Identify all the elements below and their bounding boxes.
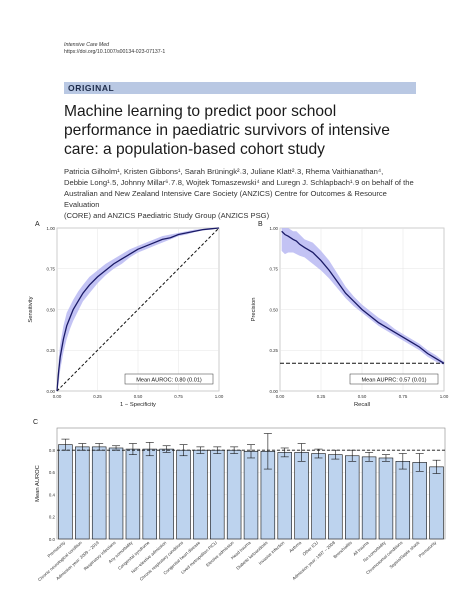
bar xyxy=(277,452,292,540)
journal-name: Intensive Care Med xyxy=(64,42,109,48)
annotation-text: Mean AUPRC: 0.57 (0.01) xyxy=(362,377,427,383)
annotation-text: Mean AUROC: 0.80 (0.01) xyxy=(136,377,202,383)
bar xyxy=(378,457,394,540)
x-tick-label: 0.00 xyxy=(276,394,285,399)
x-tick-label: 0.50 xyxy=(134,394,143,399)
authors-line-4: (CORE) and ANZICS Paediatric Study Group… xyxy=(64,211,270,220)
bar xyxy=(58,444,73,540)
x-tick-label: Asthma xyxy=(288,540,303,554)
y-tick-label: 1.00 xyxy=(269,226,278,231)
y-tick-label: 0.0 xyxy=(49,537,56,542)
panel-label: C xyxy=(33,419,38,426)
y-tick-label: 0.25 xyxy=(46,348,55,353)
panel-a-roc: A 0.00 0.25 0.50 0.75 1.00 0.00 0.25 0.50 0.75 1.0… xyxy=(28,221,224,408)
journal-header: Intensive Care Med https://doi.org/10.10… xyxy=(64,42,165,56)
x-tick-label: 0.50 xyxy=(358,394,367,399)
authors-line-1: Patricia Gilholm¹, Kristen Gibbons¹, Sar… xyxy=(64,167,384,176)
x-tick-label: 0.75 xyxy=(399,394,408,399)
y-tick-label: 0.2 xyxy=(49,515,56,520)
y-axis-label: Precision xyxy=(251,298,257,322)
x-tick-label: Sepsis/Septic shock xyxy=(388,539,421,569)
bar xyxy=(193,449,208,540)
annotation-box xyxy=(349,373,439,385)
y-tick-label: 0.50 xyxy=(269,307,278,312)
y-tick-label: 0.50 xyxy=(46,307,55,312)
chance-line xyxy=(56,227,220,392)
bar xyxy=(361,456,377,540)
x-tick-label: 0.75 xyxy=(174,394,183,399)
panel-b-prc: B 0.00 0.25 0.50 0.75 1.00 0.00 0.25 0.50 0.75 1.0… xyxy=(251,221,449,408)
bar xyxy=(328,454,343,540)
bar xyxy=(294,452,309,540)
x-tick-label: Bronchiolitis xyxy=(332,540,353,559)
mean-curve xyxy=(281,230,445,364)
bar xyxy=(429,466,444,540)
bar xyxy=(125,448,141,540)
y-tick-label: 0.6 xyxy=(49,470,56,475)
y-axis-label: Sensitivity xyxy=(28,296,34,322)
bar xyxy=(395,460,411,540)
bar xyxy=(91,446,107,540)
bar xyxy=(75,446,90,540)
mean-curve xyxy=(56,227,220,392)
article-title: Machine learning to predict poor school … xyxy=(64,103,390,158)
panel-label: A xyxy=(35,221,40,228)
article-type: ORIGINAL xyxy=(68,83,115,93)
article-type-bar: ORIGINAL xyxy=(64,82,416,94)
author-list: Patricia Gilholm¹, Kristen Gibbons¹, Sar… xyxy=(64,166,416,221)
y-axis-label: Mean AUROC xyxy=(35,465,41,502)
y-tick-label: 0.00 xyxy=(269,389,278,394)
x-tick-label: 1.00 xyxy=(215,394,224,399)
doi-link[interactable]: https://doi.org/10.1007/s00134-023-07137… xyxy=(64,49,166,55)
bar xyxy=(142,448,157,540)
x-tick-label: 0.00 xyxy=(53,394,62,399)
x-tick-label: 1.00 xyxy=(440,394,449,399)
y-tick-label: 1.00 xyxy=(46,226,55,231)
authors-line-2: Debbie Long¹˒5, Johnny Millar⁶˒7˒8, Wojt… xyxy=(64,178,414,187)
annotation-box xyxy=(124,373,214,385)
bar xyxy=(108,447,124,540)
bar xyxy=(226,449,242,540)
bar xyxy=(311,453,326,540)
x-axis-label: 1 − Specificity xyxy=(120,402,156,408)
bar xyxy=(412,462,427,540)
y-tick-label: 0.4 xyxy=(49,492,56,497)
bar xyxy=(210,449,225,540)
x-tick-label: Prematurity xyxy=(418,539,438,558)
bar xyxy=(176,449,191,540)
y-tick-label: 0.8 xyxy=(49,448,56,453)
x-tick-label: 0.25 xyxy=(93,394,102,399)
bar xyxy=(345,455,360,540)
x-tick-label: 0.25 xyxy=(317,394,326,399)
bar xyxy=(159,448,174,540)
bar xyxy=(243,451,259,540)
y-tick-label: 0.00 xyxy=(46,389,55,394)
panel-label: B xyxy=(258,221,263,228)
y-tick-label: 0.75 xyxy=(269,267,278,272)
y-tick-label: 0.25 xyxy=(269,348,278,353)
authors-line-3: Australian and New Zealand Intensive Car… xyxy=(64,189,387,209)
y-tick-label: 0.75 xyxy=(46,267,55,272)
x-axis-label: Recall xyxy=(354,402,370,408)
